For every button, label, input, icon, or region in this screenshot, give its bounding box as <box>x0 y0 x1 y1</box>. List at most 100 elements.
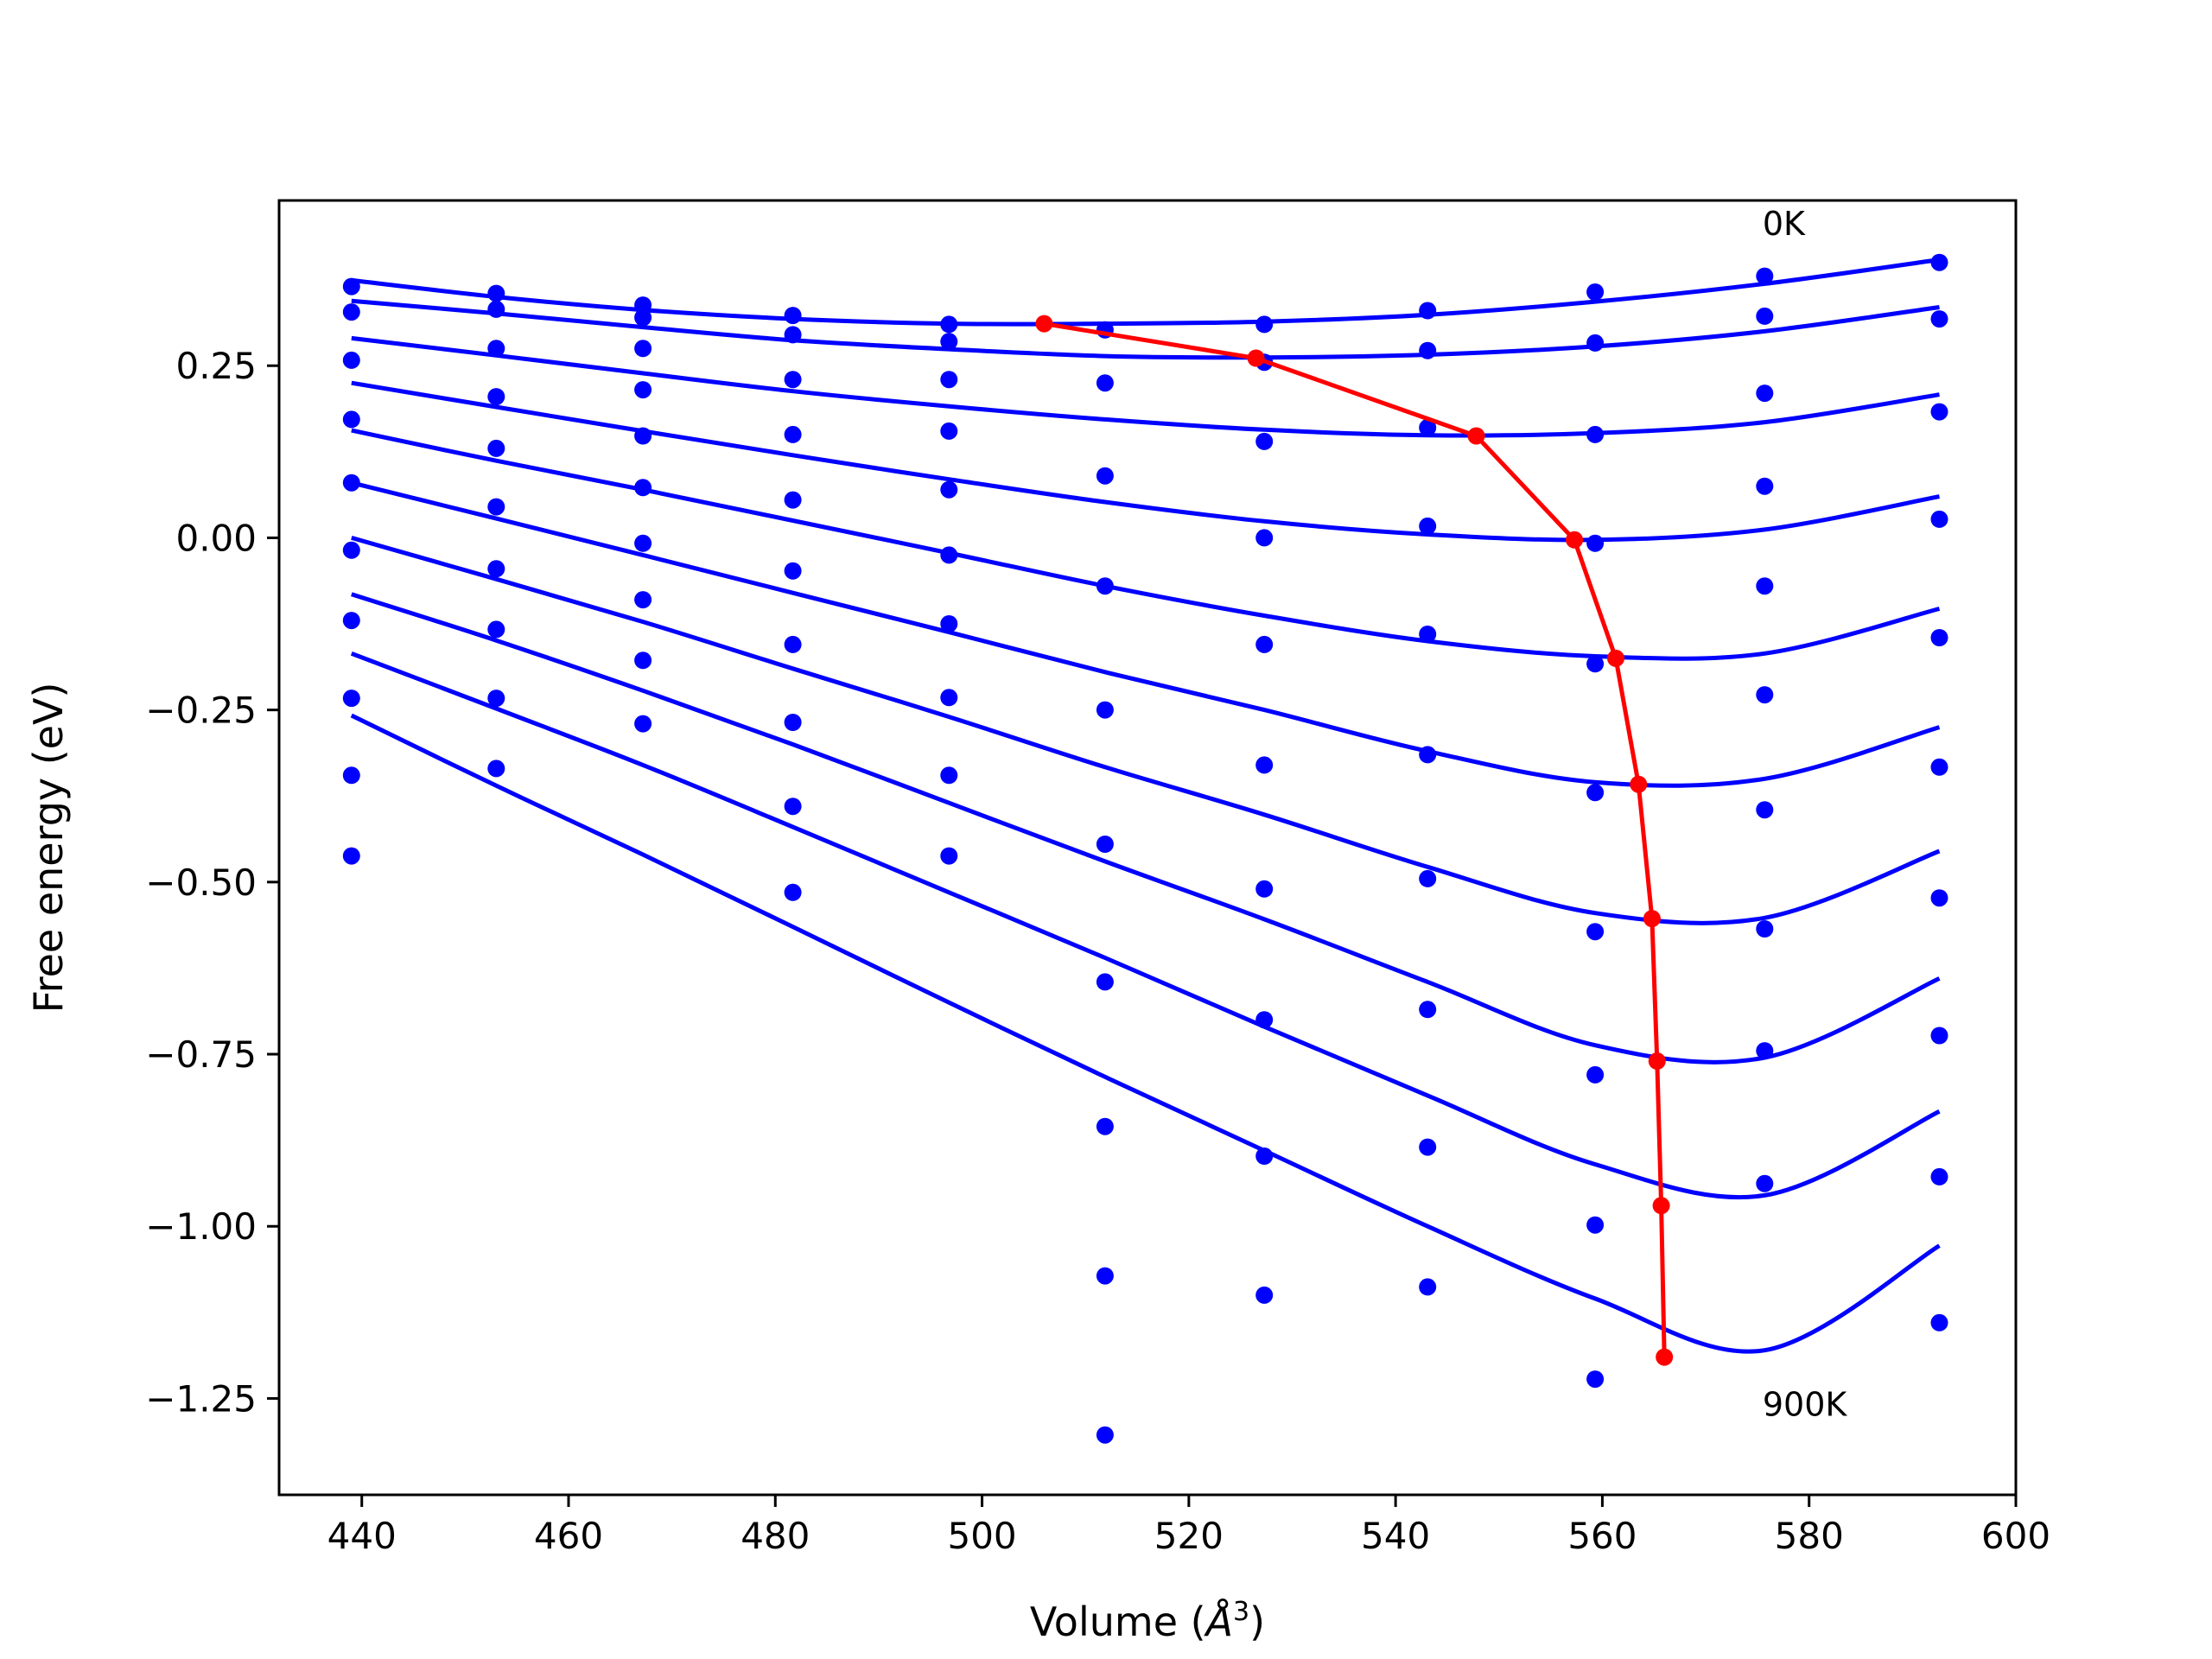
x-tick-label-540: 540 <box>1361 1515 1430 1557</box>
data-point-100K-3 <box>784 326 802 344</box>
fit-curve-200K <box>351 335 1940 438</box>
annotation-900K: 900K <box>1763 1385 1848 1423</box>
data-point-700K-10 <box>1930 1027 1948 1045</box>
minimum-point-2 <box>1467 427 1485 445</box>
data-point-600K-3 <box>784 635 802 653</box>
data-point-800K-2 <box>634 652 652 670</box>
data-point-400K-6 <box>1255 635 1274 653</box>
x-tick-label-500: 500 <box>947 1515 1016 1557</box>
data-point-200K-8 <box>1586 425 1605 443</box>
data-point-0K-0 <box>342 277 360 296</box>
data-point-400K-0 <box>342 474 360 492</box>
x-tick-label-600: 600 <box>1981 1515 2050 1557</box>
data-point-800K-4 <box>940 766 958 785</box>
data-point-0K-4 <box>940 315 958 334</box>
data-point-400K-10 <box>1930 629 1948 646</box>
data-point-600K-4 <box>940 615 958 632</box>
data-point-0K-1 <box>487 284 505 302</box>
data-point-500K-8 <box>1586 784 1605 802</box>
x-tick-label-580: 580 <box>1775 1515 1844 1557</box>
data-point-300K-2 <box>634 381 652 399</box>
data-point-400K-2 <box>634 427 652 445</box>
data-point-600K-6 <box>1255 880 1274 898</box>
data-point-700K-4 <box>940 689 958 707</box>
y-tick-label-1: −1.00 <box>145 1205 257 1248</box>
plot-frame <box>277 199 2018 1497</box>
data-point-800K-9 <box>1756 1042 1774 1060</box>
data-point-300K-8 <box>1586 534 1605 552</box>
data-point-900K-1 <box>487 760 505 778</box>
data-point-800K-7 <box>1419 1138 1437 1156</box>
minimum-point-1 <box>1247 349 1265 367</box>
data-point-900K-8 <box>1586 1370 1605 1389</box>
fit-curve-800K <box>350 651 1941 1200</box>
data-point-200K-9 <box>1756 385 1774 403</box>
data-point-800K-6 <box>1255 1147 1274 1165</box>
data-point-600K-0 <box>342 612 360 630</box>
data-point-500K-2 <box>634 479 652 497</box>
annotations: 0K 900K <box>1763 205 1848 1424</box>
data-point-400K-4 <box>940 480 958 499</box>
data-point-100K-10 <box>1930 310 1948 328</box>
x-tick-label-480: 480 <box>741 1515 810 1557</box>
data-point-300K-10 <box>1930 510 1948 528</box>
data-point-200K-5 <box>1096 467 1114 485</box>
data-point-300K-0 <box>342 410 360 429</box>
data-point-600K-10 <box>1930 889 1948 907</box>
minimum-point-9 <box>1656 1348 1674 1366</box>
minima-line <box>1043 321 1667 1357</box>
data-point-900K-0 <box>342 847 360 865</box>
data-point-700K-2 <box>634 591 652 609</box>
data-point-600K-7 <box>1419 869 1437 887</box>
x-axis-label-prefix: Volume ( <box>1030 1599 1206 1645</box>
data-point-300K-5 <box>1096 577 1114 595</box>
plot-content <box>342 253 1948 1444</box>
x-tick-label-520: 520 <box>1154 1515 1224 1557</box>
data-point-500K-4 <box>940 546 958 564</box>
data-point-800K-10 <box>1930 1167 1948 1185</box>
x-tick-label-460: 460 <box>534 1515 603 1557</box>
data-point-0K-2 <box>634 296 652 315</box>
x-axis: 440 460 480 500 520 540 560 580 600 <box>327 1495 2050 1557</box>
data-point-100K-9 <box>1756 307 1774 325</box>
data-point-600K-2 <box>634 534 652 552</box>
y-tick-label-3: −0.50 <box>145 861 257 904</box>
data-point-400K-1 <box>487 439 505 457</box>
data-point-800K-3 <box>784 798 802 816</box>
data-point-200K-10 <box>1930 403 1948 421</box>
data-point-900K-7 <box>1419 1278 1437 1296</box>
data-point-500K-9 <box>1756 686 1774 704</box>
data-point-100K-0 <box>342 303 360 321</box>
data-point-400K-7 <box>1419 626 1437 643</box>
data-point-200K-4 <box>940 371 958 389</box>
x-tick-label-440: 440 <box>327 1515 397 1557</box>
data-point-700K-1 <box>487 620 505 639</box>
data-point-500K-5 <box>1096 836 1114 853</box>
minimum-point-7 <box>1648 1052 1666 1070</box>
data-point-500K-0 <box>342 541 360 559</box>
data-point-400K-3 <box>784 491 802 509</box>
data-point-500K-6 <box>1255 756 1274 774</box>
data-point-0K-7 <box>1419 302 1437 320</box>
y-tick-label-0: −1.25 <box>145 1377 257 1420</box>
data-point-300K-7 <box>1419 517 1437 535</box>
x-axis-label-suffix: ) <box>1249 1599 1265 1645</box>
data-point-700K-7 <box>1419 1001 1437 1019</box>
data-point-500K-7 <box>1419 746 1437 764</box>
data-point-900K-5 <box>1096 1426 1114 1444</box>
data-point-700K-8 <box>1586 1065 1605 1084</box>
data-point-200K-0 <box>342 351 360 369</box>
data-point-500K-10 <box>1930 758 1948 776</box>
data-point-100K-2 <box>634 308 652 327</box>
x-axis-label-symbol: Å <box>1204 1599 1233 1645</box>
data-point-100K-5 <box>1096 374 1114 392</box>
data-point-900K-2 <box>634 715 652 733</box>
data-point-600K-1 <box>487 560 505 578</box>
y-tick-label-2: −0.75 <box>145 1033 257 1076</box>
data-point-0K-9 <box>1756 267 1774 285</box>
minimum-point-5 <box>1630 775 1648 793</box>
x-tick-label-560: 560 <box>1567 1515 1637 1557</box>
data-point-100K-1 <box>487 300 505 318</box>
data-point-600K-8 <box>1586 923 1605 941</box>
